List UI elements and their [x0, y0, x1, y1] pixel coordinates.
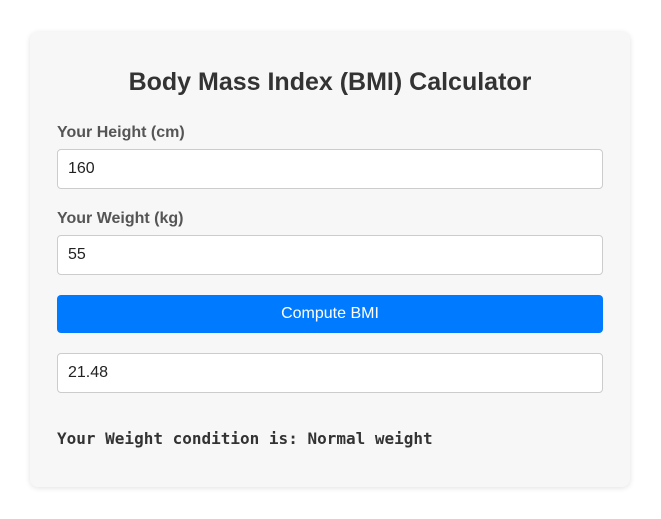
height-label: Your Height (cm) — [57, 124, 185, 141]
weight-condition-text: Your Weight condition is: Normal weight — [57, 429, 433, 448]
page-title: Body Mass Index (BMI) Calculator — [128, 68, 532, 96]
bmi-calculator-card: Body Mass Index (BMI) Calculator Your He… — [30, 32, 630, 487]
weight-label: Your Weight (kg) — [57, 210, 184, 227]
weight-input[interactable] — [57, 235, 603, 275]
compute-bmi-button[interactable]: Compute BMI — [57, 295, 603, 333]
height-input[interactable] — [57, 149, 603, 189]
bmi-result-field[interactable] — [57, 353, 603, 393]
